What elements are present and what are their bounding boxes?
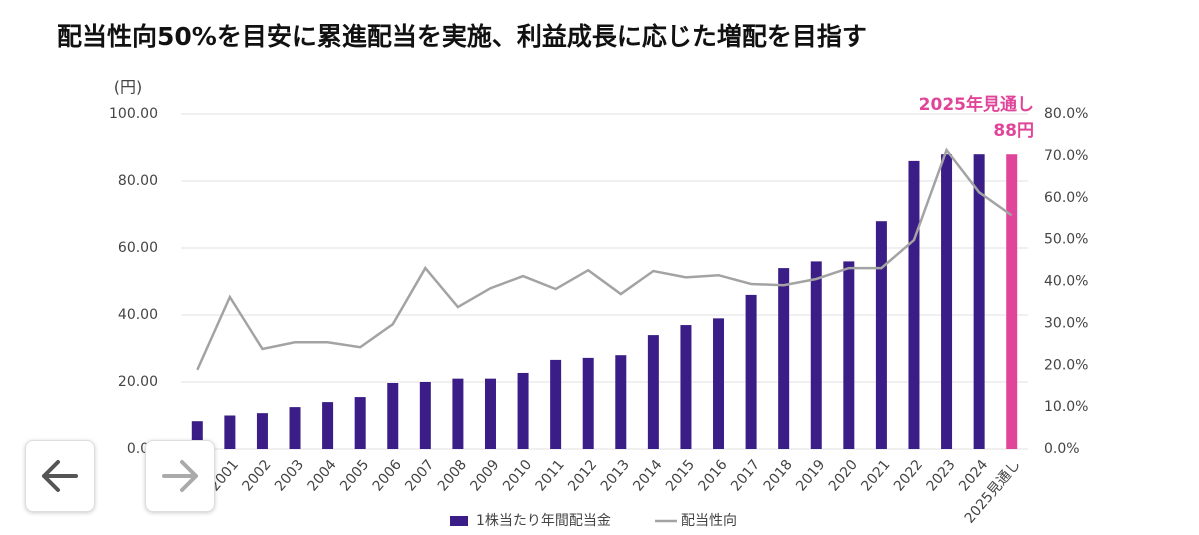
bar — [1006, 154, 1018, 449]
bar — [387, 383, 399, 449]
y-tick-label: 80.00 — [118, 173, 158, 189]
bar — [713, 318, 725, 449]
y2-tick-label: 20.0% — [1044, 357, 1088, 373]
x-tick-label: 2022 — [891, 457, 926, 495]
bar — [941, 154, 953, 449]
y2-tick-label: 30.0% — [1044, 315, 1088, 331]
y2-tick-label: 70.0% — [1044, 148, 1088, 164]
bar — [289, 407, 301, 449]
next-icon — [162, 460, 198, 492]
x-tick-label: 2005 — [337, 457, 372, 495]
bar — [680, 325, 692, 449]
bar — [517, 372, 529, 449]
bar — [778, 268, 790, 449]
y2-tick-label: 10.0% — [1044, 399, 1088, 415]
x-tick-label: 2018 — [761, 457, 796, 495]
y-tick-label: 40.00 — [118, 307, 158, 323]
y2-tick-label: 0.0% — [1044, 441, 1080, 457]
y-axis-label: (円) — [114, 78, 143, 97]
bar — [745, 294, 757, 449]
x-tick-label: 2013 — [598, 457, 633, 495]
bar — [322, 402, 334, 449]
bar — [354, 397, 366, 449]
x-tick-label: 2002 — [239, 457, 274, 495]
y2-tick-label: 40.0% — [1044, 274, 1088, 290]
bar — [908, 160, 920, 449]
x-tick-label: 2014 — [630, 457, 665, 495]
bar — [419, 382, 431, 449]
bar — [875, 221, 887, 449]
y-tick-label: 100.00 — [109, 106, 158, 122]
x-tick-label: 2003 — [272, 457, 307, 495]
chart-title: 配当性向50%を目安に累進配当を実施、利益成長に応じた増配を目指す — [57, 22, 867, 51]
bar — [191, 421, 203, 449]
bar — [224, 415, 236, 449]
legend-swatch — [450, 516, 468, 526]
x-tick-label: 2021 — [858, 457, 893, 495]
bar — [484, 378, 496, 449]
next-button[interactable] — [145, 440, 215, 512]
bar — [647, 335, 659, 449]
annotation: 2025年見通し — [919, 94, 1034, 115]
x-tick-label: 2011 — [533, 457, 568, 495]
x-tick-label: 2015 — [663, 457, 698, 495]
x-tick-label: 2007 — [402, 457, 437, 495]
bar — [810, 261, 822, 449]
x-tick-label: 2009 — [467, 457, 502, 495]
x-tick-label: 2017 — [728, 457, 763, 495]
bar — [615, 355, 627, 449]
bar — [452, 378, 464, 449]
x-tick-label: 2012 — [565, 457, 600, 495]
x-tick-label: 2016 — [695, 457, 730, 495]
bar — [582, 357, 594, 449]
line — [196, 147, 1013, 371]
bar — [256, 413, 268, 449]
y2-tick-label: 80.0% — [1044, 106, 1088, 122]
y-tick-label: 20.00 — [118, 374, 158, 390]
annotation: 88円 — [993, 121, 1034, 141]
legend-label: 1株当たり年間配当金 — [476, 513, 611, 529]
prev-icon — [42, 460, 78, 492]
x-tick-label: 2010 — [500, 457, 535, 495]
bar — [550, 359, 562, 449]
prev-button[interactable] — [25, 440, 95, 512]
x-tick-label: 2006 — [370, 457, 405, 495]
x-tick-label: 2020 — [826, 457, 861, 495]
legend-label: 配当性向 — [681, 513, 737, 529]
y-tick-label: 60.00 — [118, 240, 158, 256]
y2-tick-label: 60.0% — [1044, 190, 1088, 206]
x-tick-label: 2008 — [435, 457, 470, 495]
x-tick-label: 2023 — [924, 457, 959, 495]
y2-tick-label: 50.0% — [1044, 232, 1088, 248]
bar — [973, 154, 985, 449]
x-tick-label: 2019 — [793, 457, 828, 495]
x-tick-label: 2004 — [305, 457, 340, 495]
bar — [843, 261, 855, 449]
